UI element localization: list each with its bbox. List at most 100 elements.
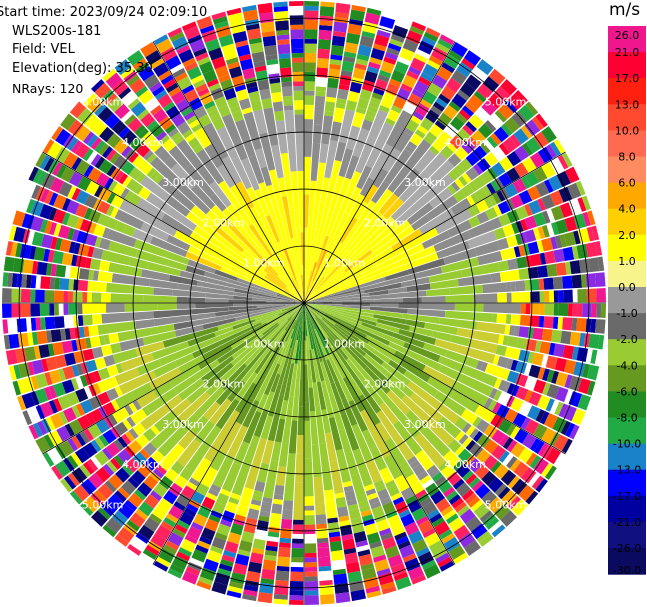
ray-gate <box>429 145 440 156</box>
ray-gate <box>204 518 219 532</box>
ray-gate <box>388 341 412 357</box>
ray-gate <box>5 240 14 256</box>
ray-gate <box>376 568 391 577</box>
ray-gate <box>169 364 201 388</box>
ray-gate <box>358 553 373 566</box>
ray-gate <box>532 352 544 366</box>
ray-gate <box>461 105 475 117</box>
ray-gate <box>529 438 541 452</box>
ray-gate <box>187 332 216 347</box>
ray-gate <box>265 214 281 243</box>
ray-gate <box>68 278 74 291</box>
ray-gate <box>197 540 211 550</box>
ray-gate <box>326 87 338 98</box>
ray-gate <box>456 62 473 78</box>
colorbar-tick-label: -21.0 <box>613 516 641 529</box>
ray-gate <box>15 242 23 258</box>
ray-gate <box>212 117 225 131</box>
ray-gate <box>71 435 83 449</box>
ray-gate <box>137 463 152 478</box>
ray-gate <box>487 93 504 109</box>
ray-gate <box>102 68 117 82</box>
ray-gate <box>506 456 518 469</box>
ray-gate <box>312 123 323 144</box>
ray-gate <box>112 409 126 424</box>
ray-gate <box>571 245 579 260</box>
ray-gate <box>45 356 58 371</box>
ray-gate <box>407 566 425 581</box>
ray-gate <box>423 342 448 357</box>
ray-gate <box>550 236 558 250</box>
ray-gate <box>263 363 281 396</box>
ray-gate <box>481 100 498 116</box>
ray-gate <box>96 303 107 314</box>
ray-gate <box>73 315 79 327</box>
ray-gate <box>85 180 100 196</box>
ray-gate <box>301 331 304 351</box>
ray-gate <box>220 559 234 568</box>
ray-gate <box>237 208 253 227</box>
ray-gate <box>75 255 87 268</box>
ray-gate <box>504 408 519 423</box>
ray-gate <box>231 461 252 496</box>
ray-gate <box>120 187 130 199</box>
ray-gate <box>457 273 492 287</box>
ray-gate <box>562 275 573 289</box>
ray-gate <box>509 269 520 281</box>
ray-gate <box>545 447 562 465</box>
ray-gate <box>209 398 232 425</box>
ray-gate <box>304 496 315 506</box>
ray-gate <box>195 544 209 554</box>
ray-gate <box>375 484 387 493</box>
ray-gate <box>106 132 122 149</box>
ray-gate <box>365 335 397 355</box>
ray-gate <box>444 127 456 138</box>
ray-gate <box>520 176 531 189</box>
ray-gate <box>83 386 93 399</box>
ray-gate <box>289 595 304 601</box>
ray-gate <box>357 98 370 110</box>
ray-gate <box>373 188 393 212</box>
ray-gate <box>27 332 34 346</box>
ray-gate <box>462 172 472 184</box>
ray-gate <box>90 493 104 506</box>
ray-gate <box>349 18 364 26</box>
ray-gate <box>234 371 258 402</box>
ray-gate <box>202 317 236 330</box>
ray-gate <box>318 565 332 572</box>
ray-gate <box>465 516 482 532</box>
ray-gate <box>326 332 349 361</box>
ray-gate <box>504 346 512 358</box>
ray-gate <box>259 286 278 295</box>
ray-gate <box>106 460 118 474</box>
ray-gate <box>352 448 373 487</box>
ray-gate <box>420 98 432 109</box>
ray-gate <box>553 434 569 451</box>
ray-gate <box>312 319 328 345</box>
ray-gate <box>543 316 554 329</box>
ray-gate <box>392 243 425 263</box>
ray-gate <box>110 457 122 470</box>
ray-gate <box>352 128 370 158</box>
ray-gate <box>165 206 197 231</box>
ray-gate <box>304 529 316 535</box>
ray-gate <box>226 7 242 16</box>
ray-gate <box>427 509 440 520</box>
ray-gate <box>476 419 490 433</box>
ray-gate <box>304 303 323 319</box>
ray-gate <box>277 556 290 567</box>
range-ring-label: 1.00km <box>243 257 285 270</box>
ray-gate <box>596 287 606 303</box>
ray-gate <box>207 277 236 289</box>
ray-gate <box>464 184 474 195</box>
ray-gate <box>22 229 31 244</box>
ray-gate <box>368 61 381 70</box>
ray-gate <box>482 409 496 424</box>
ray-gate <box>399 544 415 559</box>
ray-gate <box>509 325 516 336</box>
ray-gate <box>162 454 176 468</box>
ray-gate <box>295 261 301 280</box>
ray-gate <box>63 291 69 303</box>
ray-gate <box>538 278 545 291</box>
ray-gate <box>468 338 498 354</box>
